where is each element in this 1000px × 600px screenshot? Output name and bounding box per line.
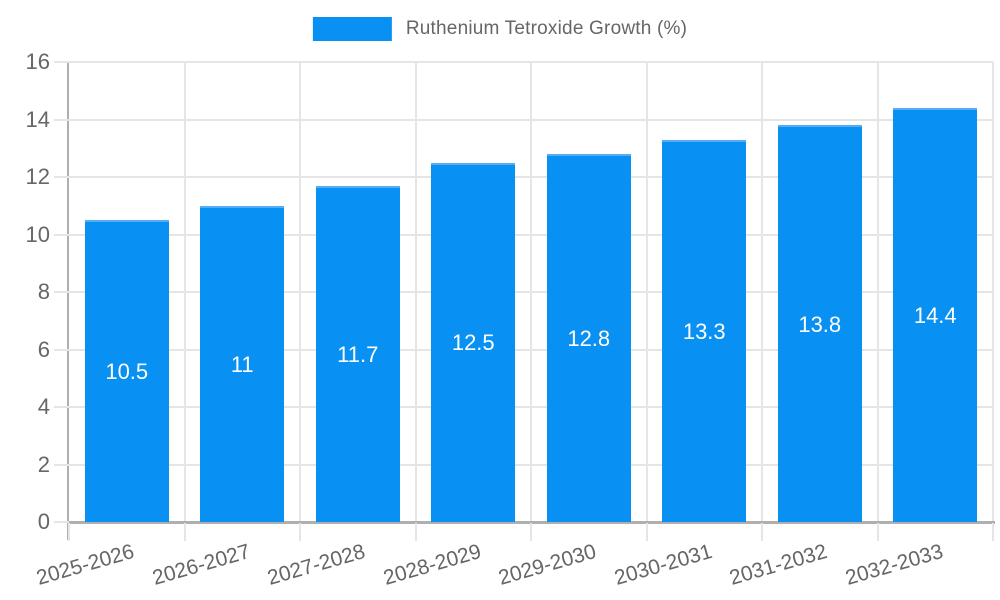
x-axis-tick-labels: 2025-2026 2026-2027 2027-2028 2028-2029 2029… xyxy=(34,540,993,600)
x-axis-tick-label: 2032-2033 xyxy=(842,540,946,590)
x-gridline xyxy=(183,62,186,522)
x-axis-tick xyxy=(530,523,532,541)
legend-label: Ruthenium Tetroxide Growth (%) xyxy=(405,18,688,39)
bar-value-label: 13.8 xyxy=(798,311,842,337)
x-axis-tick-label: 2027-2028 xyxy=(265,540,369,590)
y-axis-tick xyxy=(54,61,69,63)
x-axis-tick xyxy=(414,523,417,541)
x-axis-tick xyxy=(876,523,879,541)
bar-value-label: 11 xyxy=(230,351,254,377)
y-axis-tick-label: 6 xyxy=(37,336,50,362)
x-axis-tick-label: 2026-2027 xyxy=(149,540,253,590)
x-axis-tick-label: 2025-2026 xyxy=(34,540,138,590)
x-gridline xyxy=(876,62,879,522)
x-gridline xyxy=(992,62,994,522)
bar-2031-2032[interactable]: 13.8 xyxy=(777,125,862,522)
bar-2026-2027[interactable]: 11 xyxy=(200,205,285,522)
bar-value-label: 13.3 xyxy=(682,318,726,344)
x-axis-tick xyxy=(183,523,186,541)
x-axis-tick xyxy=(992,523,994,541)
bar-2032-2033[interactable]: 14.4 xyxy=(893,108,978,522)
y-axis-tick-label: 8 xyxy=(37,279,50,304)
x-axis-line xyxy=(67,521,995,524)
bar-value-label: 10.5 xyxy=(105,359,149,385)
x-axis-tick-label: 2029-2030 xyxy=(496,540,600,590)
y-axis-line xyxy=(67,62,69,540)
bar-value-label: 14.4 xyxy=(913,303,957,328)
x-axis-tick-label: 2031-2032 xyxy=(727,540,831,590)
plot-area: 10.5 11 11.7 12.5 12.8 13.3 13.8 14.4 xyxy=(69,61,994,522)
x-axis-tick xyxy=(299,523,301,541)
y-axis-tick-label: 14 xyxy=(25,106,50,132)
x-gridline xyxy=(761,62,763,522)
y-axis-tick xyxy=(54,291,69,293)
bar-value-label: 11.7 xyxy=(337,341,379,367)
bar-value-label: 12.8 xyxy=(567,326,611,351)
y-axis-tick-label: 4 xyxy=(37,394,50,419)
x-gridline xyxy=(414,62,417,522)
bar-2025-2026[interactable]: 10.5 xyxy=(84,220,169,522)
x-gridline xyxy=(299,62,301,522)
bar-2030-2031[interactable]: 13.3 xyxy=(662,139,747,522)
x-axis-tick xyxy=(761,523,763,541)
y-axis-tick xyxy=(54,348,69,351)
y-axis-tick xyxy=(54,463,69,466)
y-axis-tick xyxy=(54,118,69,121)
bar-2029-2030[interactable]: 12.8 xyxy=(546,154,631,522)
y-axis-tick xyxy=(54,406,69,408)
x-axis-tick-label: 2030-2031 xyxy=(611,540,715,590)
x-gridline xyxy=(530,62,532,522)
legend-color-swatch xyxy=(312,17,392,41)
x-axis-tick xyxy=(645,523,648,541)
chart-legend-item[interactable]: Ruthenium Tetroxide Growth (%) xyxy=(312,17,688,41)
x-axis-tick xyxy=(68,523,70,541)
y-axis-tick-label: 0 xyxy=(37,509,50,534)
y-axis-tick-label: 10 xyxy=(25,221,50,247)
bar-2028-2029[interactable]: 12.5 xyxy=(431,162,516,522)
x-gridline xyxy=(645,62,648,522)
bar-value-label: 12.5 xyxy=(451,330,495,356)
y-axis-tick-label: 16 xyxy=(25,49,50,74)
y-axis-tick-labels: 0 2 4 6 8 10 12 14 16 xyxy=(0,49,50,534)
bar-2027-2028[interactable]: 11.7 xyxy=(315,185,400,522)
y-axis-tick xyxy=(54,521,69,523)
y-axis-tick xyxy=(54,176,69,178)
x-axis-tick-label: 2028-2029 xyxy=(380,540,484,590)
y-axis-tick-label: 12 xyxy=(25,164,50,189)
y-axis-tick xyxy=(54,233,69,236)
y-axis-tick-label: 2 xyxy=(37,451,50,477)
